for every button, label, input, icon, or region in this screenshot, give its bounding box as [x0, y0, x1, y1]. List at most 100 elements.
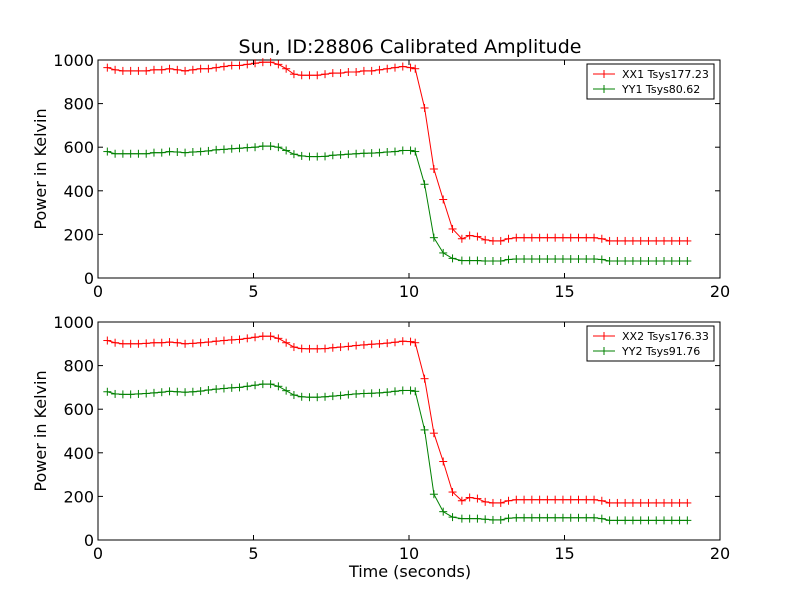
bottom-series-1-point [103, 387, 112, 396]
top-series-0-point [411, 64, 420, 73]
bottom-series-0-point [181, 339, 190, 348]
top-series-0-point [321, 70, 330, 79]
top-series-1-point [481, 256, 490, 265]
top-series-0-point [473, 232, 482, 241]
bottom-series-layer [103, 332, 692, 525]
bottom-series-1-point [157, 388, 166, 397]
bottom-series-0-point [336, 343, 345, 352]
bottom-y-tick-label: 800 [63, 357, 94, 376]
top-series-1-point [142, 149, 151, 158]
bottom-series-1-point [274, 382, 283, 391]
bottom-series-1-point [243, 382, 252, 391]
top-series-1-point [644, 256, 653, 265]
bottom-series-0-point [667, 498, 676, 507]
top-series-0-point [181, 66, 190, 75]
bottom-series-1-point [251, 381, 260, 390]
bottom-series-0-point [375, 339, 384, 348]
bottom-series-0-point [420, 374, 429, 383]
top-series-1-point [566, 255, 575, 264]
top-legend-label-xx1: XX1 Tsys177.23 [622, 68, 709, 81]
top-series-1-point [628, 256, 637, 265]
bottom-series-0-point [243, 334, 252, 343]
bottom-legend-label-yy2: YY2 Tsys91.76 [621, 345, 700, 358]
top-series-0-point [667, 236, 676, 245]
bottom-series-1-point [398, 386, 407, 395]
top-x-tick-label: 0 [93, 282, 103, 301]
bottom-series-1-point [675, 516, 684, 525]
bottom-legend: XX2 Tsys176.33 YY2 Tsys91.76 [586, 325, 715, 362]
top-series-1-point [652, 256, 661, 265]
bottom-series-0-point [367, 340, 376, 349]
bottom-series-1-point [126, 390, 135, 399]
bottom-y-tick-label: 600 [63, 400, 94, 419]
bottom-series-1-point [227, 383, 236, 392]
top-series-0-point [126, 66, 135, 75]
bottom-series-1-point [142, 389, 151, 398]
top-legend-box [586, 63, 715, 100]
bottom-series-1-point [406, 386, 415, 395]
bottom-series-0-point [258, 332, 267, 341]
bottom-series-1-point [282, 386, 291, 395]
bottom-series-0-point [305, 344, 314, 353]
bottom-series-0-point [406, 337, 415, 346]
bottom-series-1-point [481, 515, 490, 524]
top-legend-label-yy1: YY1 Tsys80.62 [621, 83, 700, 96]
bottom-series-1-point [367, 389, 376, 398]
bottom-series-0-point [429, 429, 438, 438]
top-series-1-point [165, 147, 174, 156]
bottom-series-0-point [111, 338, 120, 347]
top-series-1-point [543, 255, 552, 264]
top-series-1-point [636, 256, 645, 265]
bottom-series-1-point [520, 513, 529, 522]
bottom-series-0-point [142, 339, 151, 348]
bottom-series-0-point [188, 339, 197, 348]
top-series-1-point [660, 256, 669, 265]
top-series-0-point [289, 70, 298, 79]
bottom-series-1-point [328, 392, 337, 401]
bottom-series-1-point [628, 516, 637, 525]
top-series-1-point [383, 147, 392, 156]
top-series-0-point [251, 59, 260, 68]
bottom-series-1-point [566, 513, 575, 522]
bottom-series-0-point [282, 338, 291, 347]
bottom-series-0-point [551, 495, 560, 504]
top-series-1-point [683, 256, 692, 265]
top-y-tick-label: 800 [63, 95, 94, 114]
top-series-1-point [305, 152, 314, 161]
bottom-series-1-point [429, 490, 438, 499]
top-series-1-point [196, 147, 205, 156]
top-series-0-point [398, 62, 407, 71]
bottom-series-0-point [558, 495, 567, 504]
bottom-series-1-point [118, 390, 127, 399]
bottom-series-1-point [457, 514, 466, 523]
top-series-1-point [352, 149, 361, 158]
bottom-series-0-point [439, 457, 448, 466]
bottom-series-1-point [258, 380, 267, 389]
top-series-0-point [527, 233, 536, 242]
top-series-1-point [574, 255, 583, 264]
top-series-0-point [359, 66, 368, 75]
top-series-1-point [251, 143, 260, 152]
bottom-series-1-point [448, 513, 457, 522]
top-series-0-point [282, 64, 291, 73]
top-series-0-point [149, 65, 158, 74]
top-y-tick-label: 0 [84, 269, 94, 288]
bottom-series-0-point [613, 498, 622, 507]
bottom-series-0-point [448, 488, 457, 497]
top-series-1-point [558, 255, 567, 264]
bottom-x-tick-label: 0 [93, 544, 103, 563]
top-series-1-point [512, 255, 521, 264]
top-series-0-point [227, 61, 236, 70]
bottom-series-0-point [411, 338, 420, 347]
bottom-series-0-point [488, 498, 497, 507]
bottom-series-1-point [473, 514, 482, 523]
top-series-0-point [103, 63, 112, 72]
top-series-0-point [551, 233, 560, 242]
top-series-1-point [204, 146, 213, 155]
bottom-series-0-point [628, 498, 637, 507]
bottom-series-1-point [134, 389, 143, 398]
top-series-1-point [375, 148, 384, 157]
top-series-1-point [173, 147, 182, 156]
